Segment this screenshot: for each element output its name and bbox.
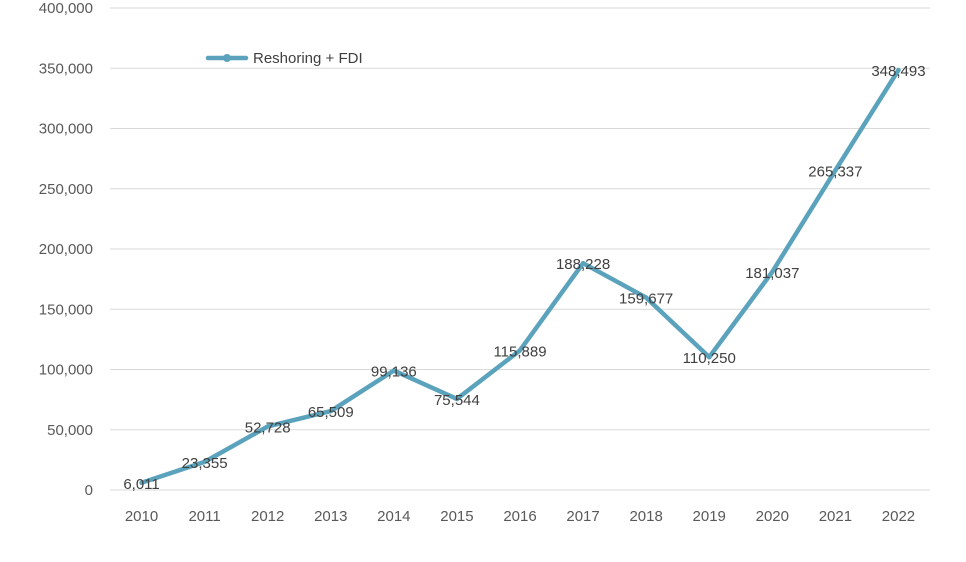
y-tick-label: 350,000 — [39, 60, 93, 77]
series-reshoring-fdi — [139, 67, 901, 486]
data-point — [643, 295, 649, 300]
y-tick-label: 0 — [85, 482, 93, 499]
y-tick-label: 200,000 — [39, 241, 93, 258]
data-point — [391, 368, 397, 373]
data-point — [770, 269, 775, 275]
y-axis-tick-labels: 0 50,000 100,000 150,000 200,000 250,000 300,0… — [39, 0, 93, 499]
x-tick-label: 2020 — [756, 508, 789, 525]
x-tick-label: 2010 — [125, 508, 158, 525]
data-labels: 6,011 23,355 52,728 65,509 99,136 75,544 115,8… — [123, 63, 925, 493]
data-label: 75,544 — [434, 392, 480, 409]
legend-label: Reshoring + FDI — [253, 50, 363, 67]
data-label: 181,037 — [745, 265, 799, 282]
data-label: 115,889 — [493, 343, 546, 360]
data-point — [202, 459, 207, 465]
data-point — [896, 67, 901, 73]
data-point — [580, 260, 586, 266]
x-tick-label: 2016 — [503, 508, 536, 525]
data-label: 23,355 — [182, 455, 228, 472]
data-label: 99,136 — [371, 364, 417, 381]
gridlines — [110, 7, 930, 491]
y-tick-label: 400,000 — [39, 0, 93, 17]
x-tick-label: 2018 — [629, 508, 662, 525]
data-point — [328, 408, 333, 414]
data-label: 65,509 — [308, 404, 354, 421]
data-point — [517, 348, 523, 353]
data-label: 159,677 — [619, 291, 673, 308]
x-tick-label: 2022 — [882, 508, 915, 525]
data-point — [265, 424, 270, 429]
x-tick-label: 2015 — [440, 508, 473, 525]
data-point — [707, 354, 712, 360]
data-label: 265,337 — [808, 163, 862, 180]
y-tick-label: 250,000 — [39, 181, 93, 198]
y-tick-label: 150,000 — [39, 301, 93, 318]
legend: Reshoring + FDI — [205, 50, 363, 67]
data-point — [833, 168, 838, 173]
data-label: 52,728 — [245, 419, 291, 436]
x-tick-label: 2021 — [819, 508, 852, 525]
x-tick-label: 2012 — [251, 508, 284, 525]
data-point — [139, 480, 144, 485]
data-label: 348,493 — [871, 63, 925, 80]
x-axis-tick-labels: 2010 2011 2012 2013 2014 2015 2016 2017 2018 2019… — [125, 508, 915, 525]
y-tick-label: 50,000 — [47, 422, 93, 439]
x-tick-label: 2011 — [188, 508, 220, 525]
x-tick-label: 2014 — [377, 508, 410, 525]
y-tick-label: 300,000 — [39, 121, 93, 138]
data-label: 110,250 — [683, 350, 736, 367]
data-label: 188,228 — [556, 256, 610, 273]
x-tick-label: 2013 — [314, 508, 347, 525]
x-tick-label: 2017 — [566, 508, 599, 525]
data-label: 6,011 — [123, 476, 159, 493]
x-tick-label: 2019 — [693, 508, 726, 525]
data-point — [454, 396, 460, 402]
legend-swatch-marker — [223, 54, 231, 62]
y-tick-label: 100,000 — [39, 362, 93, 379]
